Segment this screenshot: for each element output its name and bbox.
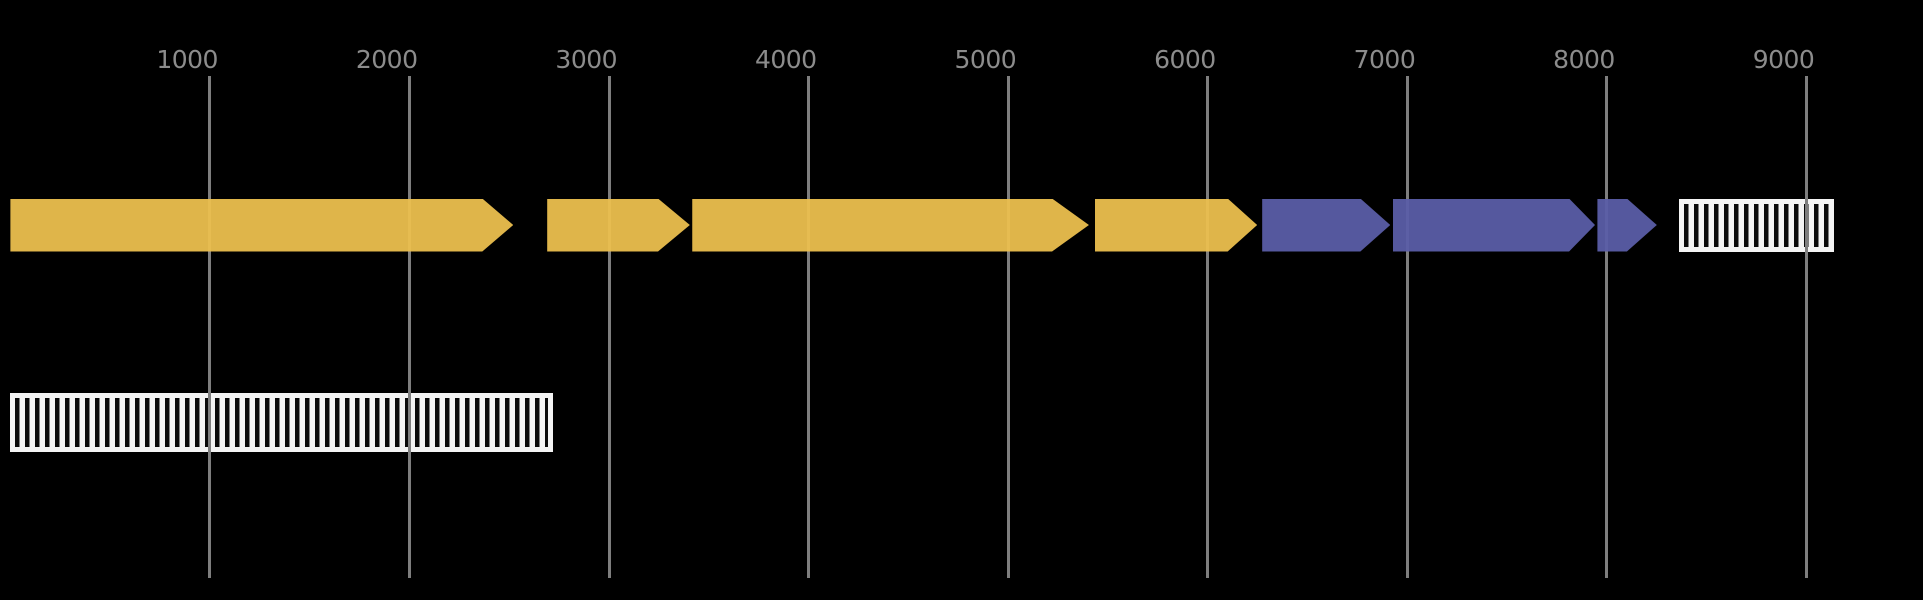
gene-arrow: [547, 198, 690, 252]
tick-label: 5000: [954, 45, 1017, 74]
tick-label: 9000: [1752, 45, 1815, 74]
gridline: [408, 76, 411, 578]
gridline: [1605, 76, 1609, 578]
gridline: [1206, 76, 1210, 578]
tick-label: 4000: [754, 45, 817, 74]
tick-label: 3000: [555, 45, 618, 74]
gridline: [1804, 76, 1808, 578]
gridline: [1405, 76, 1409, 578]
gene-arrow: [10, 198, 514, 252]
hatched-box: [10, 392, 553, 452]
tick-label: 8000: [1553, 45, 1615, 74]
gene-arrow: [1262, 198, 1391, 252]
tick-label: 7000: [1353, 45, 1416, 74]
gene-arrow: [692, 198, 1089, 252]
gridline: [208, 76, 212, 578]
gene-arrow: [1392, 198, 1596, 252]
tick-label: 6000: [1154, 45, 1216, 74]
hatch-stripes: [15, 397, 548, 447]
gene-arrow: [1094, 198, 1258, 252]
tick-label: 1000: [156, 45, 218, 74]
gridline: [607, 76, 611, 578]
tick-label: 2000: [355, 45, 418, 74]
gridline: [807, 76, 811, 578]
hatched-box: [1679, 198, 1835, 252]
gene-arrow: [1597, 198, 1657, 252]
gridline: [1006, 76, 1010, 578]
